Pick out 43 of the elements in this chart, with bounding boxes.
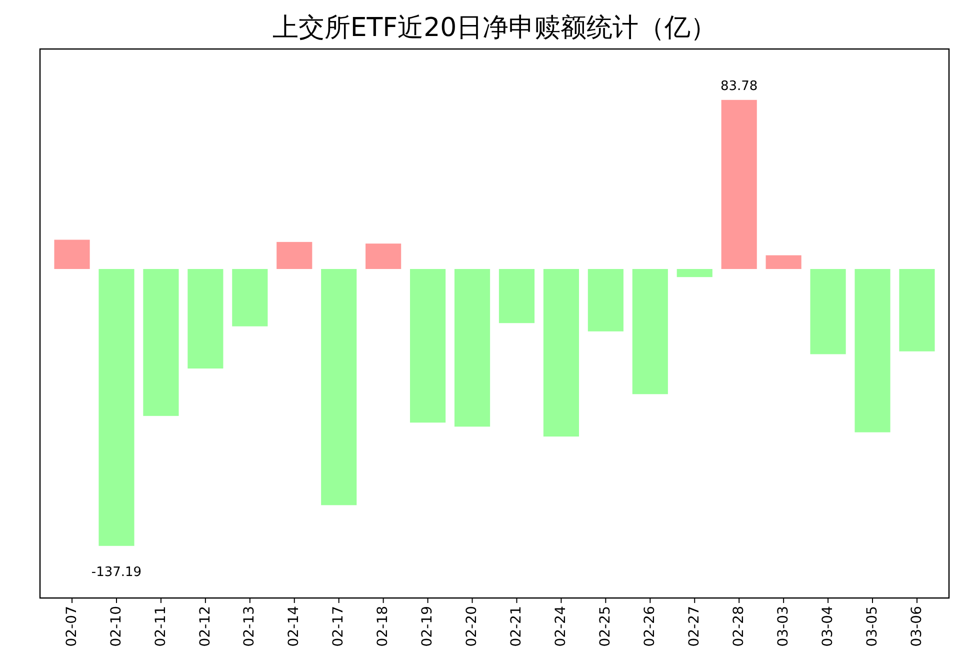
bar [721,100,757,270]
x-tick-label: 02-27 [686,606,702,647]
bar [810,269,846,354]
data-label: -137.19 [91,564,142,580]
data-label: 83.78 [720,78,758,94]
bar [588,269,624,332]
bar [232,269,268,326]
bar [276,242,312,270]
x-tick-label: 02-17 [330,606,347,647]
x-tick-label: 02-11 [152,606,169,647]
bar [766,255,802,270]
bar [632,269,668,394]
x-tick-label: 02-07 [64,606,80,647]
bar [143,269,179,416]
x-tick-label: 02-20 [464,606,480,647]
x-tick-label: 02-26 [642,606,658,647]
x-tick-label: 02-13 [242,606,258,647]
bar [366,244,402,270]
x-tick-label: 02-10 [108,606,124,647]
bar [410,269,446,423]
x-tick-label: 03-04 [820,606,836,647]
x-tick-label: 02-12 [197,606,214,647]
bar [454,269,490,427]
bar [543,269,579,437]
bar [899,269,935,352]
x-tick-label: 02-14 [286,606,302,647]
x-tick-label: 02-18 [375,606,392,647]
bar [854,269,890,432]
x-tick-label: 02-19 [420,606,436,647]
bar [54,240,90,270]
x-tick-label: 02-25 [598,606,614,647]
bar [498,269,535,324]
x-tick-label: 03-03 [775,606,792,647]
bar [321,269,357,506]
bar [676,269,712,278]
bar [188,269,224,369]
bar [98,269,134,546]
chart-title: 上交所ETF近20日净申赎额统计（亿） [272,13,717,43]
x-tick-label: 02-21 [508,606,525,647]
x-tick-label: 03-05 [864,606,880,647]
x-tick-label: 02-28 [730,606,747,647]
x-tick-label: 03-06 [908,606,925,647]
x-tick-label: 02-24 [553,606,570,647]
